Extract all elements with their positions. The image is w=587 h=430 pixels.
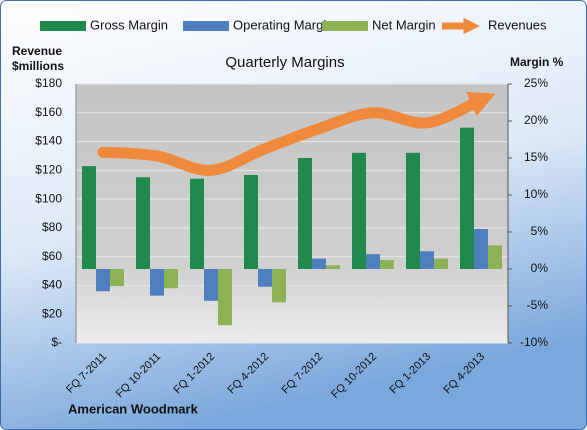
y2-tick-label: 15%	[524, 150, 548, 164]
y-axis-label: $millions	[12, 59, 64, 73]
legend-swatch	[183, 21, 229, 31]
footer: American Woodmark	[68, 401, 199, 416]
bar	[164, 269, 178, 289]
bar	[474, 229, 488, 269]
y-tick-label: $60	[42, 249, 62, 263]
y-tick-label: $-	[51, 335, 62, 349]
bar	[258, 269, 272, 287]
y-tick-label: $140	[35, 134, 62, 148]
y2-tick-label: 0%	[531, 261, 549, 275]
bar	[326, 265, 340, 269]
bar	[82, 166, 96, 269]
legend-label: Gross Margin	[90, 17, 168, 32]
y-axis-label: Revenue	[12, 44, 62, 58]
line	[97, 91, 496, 176]
y-tick-label: $20	[42, 306, 62, 320]
y-tick-label: $160	[35, 105, 62, 119]
bar	[190, 178, 204, 269]
y-tick-label: $180	[35, 76, 62, 90]
legend-label: Operating Margin	[233, 17, 333, 32]
legend-label: Revenues	[488, 17, 547, 32]
bar	[96, 269, 110, 292]
legend-swatch	[40, 21, 86, 31]
bar	[420, 251, 434, 269]
bar	[298, 158, 312, 269]
bar	[110, 269, 124, 287]
bar	[366, 254, 380, 269]
y2-tick-label: 5%	[531, 224, 549, 238]
bar	[272, 269, 286, 303]
bar	[460, 127, 474, 269]
bar	[488, 245, 502, 269]
y2-tick-label: 20%	[524, 113, 548, 127]
y2-tick-label: -5%	[527, 298, 549, 312]
chart-title: Quarterly Margins	[225, 54, 344, 71]
bar	[312, 258, 326, 269]
bar	[218, 269, 232, 326]
bar	[136, 177, 150, 269]
y2-axis-label: Margin %	[510, 55, 564, 69]
bar	[380, 260, 394, 269]
bar	[150, 269, 164, 296]
y2-tick-label: 10%	[524, 187, 548, 201]
y-tick-label: $80	[42, 220, 62, 234]
y2-tick-label: 25%	[524, 76, 548, 90]
y-tick-label: $100	[35, 191, 62, 205]
bar	[244, 175, 258, 269]
y-tick-label: $40	[42, 278, 62, 292]
bar	[352, 152, 366, 269]
y2-tick-label: -10%	[520, 335, 548, 349]
y-tick-label: $120	[35, 163, 62, 177]
bar	[204, 269, 218, 301]
bar	[406, 152, 420, 269]
legend-swatch	[322, 21, 368, 31]
bar	[434, 258, 448, 269]
legend-label: Net Margin	[372, 17, 436, 32]
